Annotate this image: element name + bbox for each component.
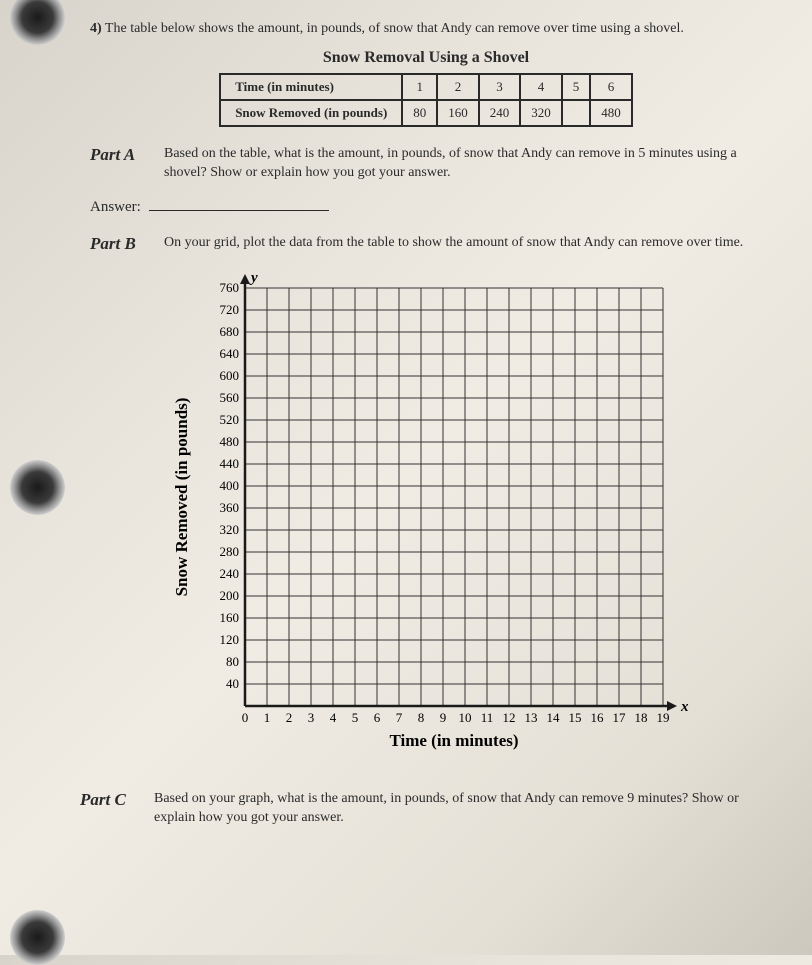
svg-text:11: 11 — [481, 710, 494, 725]
svg-text:14: 14 — [547, 710, 561, 725]
svg-text:40: 40 — [226, 676, 239, 691]
binder-hole — [10, 460, 65, 515]
binder-hole — [10, 0, 65, 45]
table-cell: 480 — [590, 100, 632, 126]
svg-text:15: 15 — [569, 710, 582, 725]
svg-text:x: x — [680, 699, 689, 715]
svg-text:680: 680 — [220, 324, 240, 339]
table-cell: 160 — [437, 100, 479, 126]
table-cell: 1 — [402, 74, 437, 100]
svg-text:18: 18 — [635, 710, 648, 725]
question-number: 4) — [90, 21, 102, 36]
svg-text:280: 280 — [220, 544, 240, 559]
svg-text:4: 4 — [330, 710, 337, 725]
svg-text:5: 5 — [352, 710, 359, 725]
svg-text:6: 6 — [374, 710, 381, 725]
grid-chart: yx40801201602002402803203604004404805205… — [150, 268, 762, 766]
svg-text:240: 240 — [220, 566, 240, 581]
table-cell: 240 — [479, 100, 521, 126]
part-a: Part A Based on the table, what is the a… — [90, 145, 762, 183]
row-header-snow: Snow Removed (in pounds) — [220, 100, 402, 126]
svg-text:16: 16 — [591, 710, 605, 725]
svg-text:440: 440 — [220, 456, 240, 471]
svg-text:17: 17 — [613, 710, 627, 725]
table-cell: 4 — [520, 74, 562, 100]
svg-text:8: 8 — [418, 710, 425, 725]
part-c-text: Based on your graph, what is the amount,… — [154, 790, 756, 828]
svg-text:480: 480 — [220, 434, 240, 449]
svg-text:0: 0 — [242, 710, 249, 725]
svg-text:1: 1 — [264, 710, 271, 725]
table-title: Snow Removal Using a Shovel — [90, 49, 762, 67]
svg-text:200: 200 — [220, 588, 240, 603]
svg-text:360: 360 — [220, 500, 240, 515]
part-b: Part B On your grid, plot the data from … — [90, 234, 762, 254]
svg-text:19: 19 — [657, 710, 670, 725]
table-cell: 320 — [520, 100, 562, 126]
intro-text: The table below shows the amount, in pou… — [105, 21, 684, 36]
svg-text:720: 720 — [220, 302, 240, 317]
answer-label: Answer: — [90, 199, 141, 215]
binder-hole — [10, 910, 65, 965]
answer-blank[interactable] — [149, 210, 329, 211]
part-a-text: Based on the table, what is the amount, … — [164, 145, 756, 183]
svg-text:13: 13 — [525, 710, 538, 725]
table-cell — [562, 100, 591, 126]
svg-text:760: 760 — [220, 280, 240, 295]
svg-text:Time (in minutes): Time (in minutes) — [389, 731, 518, 750]
part-a-label: Part A — [90, 145, 160, 165]
snow-table: Time (in minutes) 1 2 3 4 5 6 Snow Remov… — [219, 73, 633, 127]
svg-text:520: 520 — [220, 412, 240, 427]
table-cell: 6 — [590, 74, 632, 100]
svg-text:80: 80 — [226, 654, 239, 669]
svg-text:7: 7 — [396, 710, 403, 725]
svg-text:320: 320 — [220, 522, 240, 537]
part-c: Part C Based on your graph, what is the … — [80, 790, 762, 828]
svg-text:560: 560 — [220, 390, 240, 405]
table-cell: 5 — [562, 74, 591, 100]
svg-text:120: 120 — [220, 632, 240, 647]
part-b-text: On your grid, plot the data from the tab… — [164, 234, 756, 253]
svg-text:2: 2 — [286, 710, 293, 725]
svg-text:9: 9 — [440, 710, 447, 725]
table-cell: 3 — [479, 74, 521, 100]
svg-text:10: 10 — [459, 710, 472, 725]
svg-text:12: 12 — [503, 710, 516, 725]
question-intro: 4) The table below shows the amount, in … — [90, 20, 762, 39]
part-c-label: Part C — [80, 790, 150, 810]
grid-svg: yx40801201602002402803203604004404805205… — [150, 268, 703, 761]
answer-line: Answer: — [90, 199, 762, 216]
table-cell: 2 — [437, 74, 479, 100]
row-header-time: Time (in minutes) — [220, 74, 402, 100]
svg-text:640: 640 — [220, 346, 240, 361]
svg-text:600: 600 — [220, 368, 240, 383]
svg-text:Snow Removed (in pounds): Snow Removed (in pounds) — [172, 397, 191, 596]
svg-text:y: y — [249, 270, 258, 286]
part-b-label: Part B — [90, 234, 160, 254]
table-cell: 80 — [402, 100, 437, 126]
svg-text:400: 400 — [220, 478, 240, 493]
svg-text:3: 3 — [308, 710, 315, 725]
svg-text:160: 160 — [220, 610, 240, 625]
